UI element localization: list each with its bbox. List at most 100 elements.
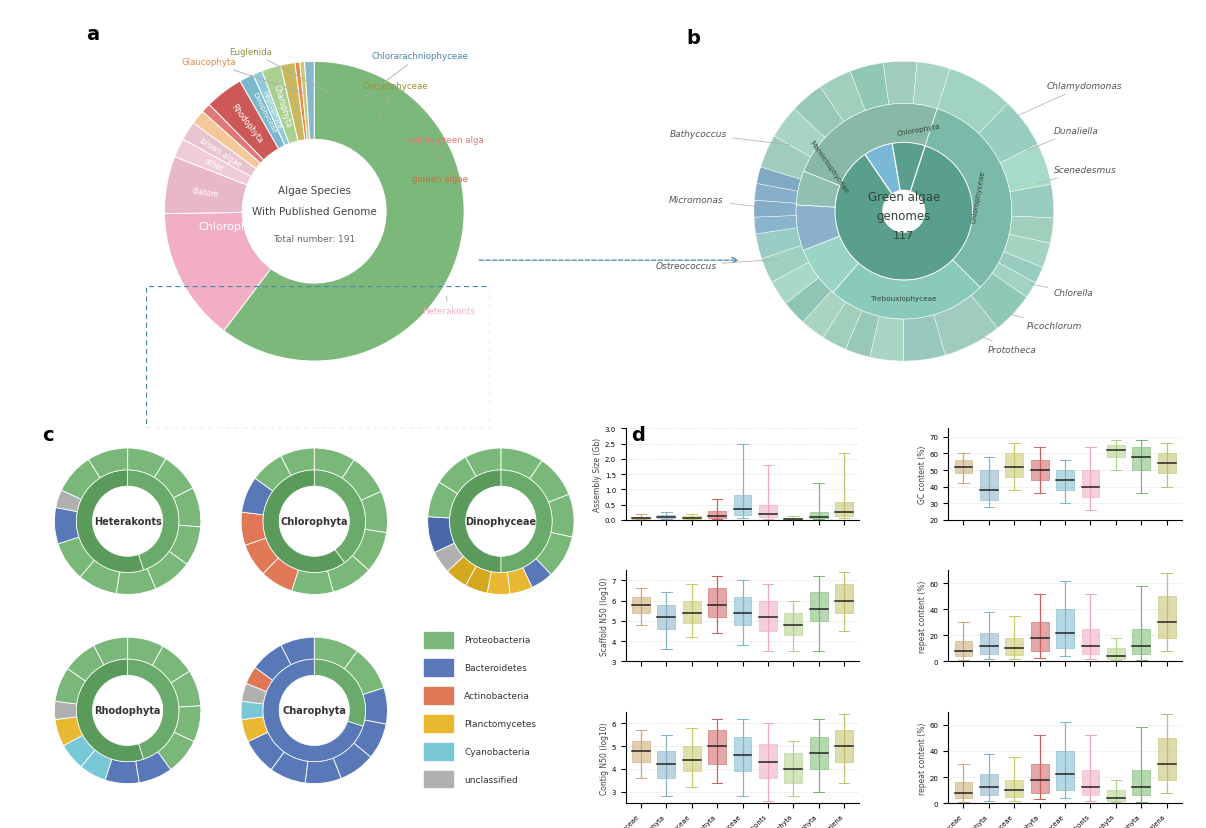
Wedge shape bbox=[756, 168, 801, 192]
Text: Cyanobacteria: Cyanobacteria bbox=[464, 747, 529, 756]
Wedge shape bbox=[55, 669, 86, 704]
Text: Heterakonts: Heterakonts bbox=[422, 297, 475, 315]
Wedge shape bbox=[62, 460, 100, 500]
Text: With Published Genome: With Published Genome bbox=[252, 207, 376, 217]
Wedge shape bbox=[128, 638, 163, 666]
Bar bbox=[657, 751, 675, 778]
Text: Trebouxiophyceae: Trebouxiophyceae bbox=[871, 296, 937, 301]
Y-axis label: repeat content (%): repeat content (%) bbox=[918, 580, 926, 652]
Text: c: c bbox=[42, 426, 53, 444]
Text: Proteobacteria: Proteobacteria bbox=[464, 636, 531, 645]
Wedge shape bbox=[292, 570, 333, 595]
Wedge shape bbox=[353, 720, 386, 757]
Wedge shape bbox=[993, 263, 1036, 298]
Bar bbox=[1132, 629, 1151, 654]
Bar bbox=[954, 782, 972, 798]
Text: b: b bbox=[686, 29, 701, 48]
Wedge shape bbox=[248, 732, 285, 770]
Text: genomes: genomes bbox=[877, 210, 931, 223]
Text: Ostreococcus: Ostreococcus bbox=[655, 260, 778, 271]
Wedge shape bbox=[865, 144, 900, 195]
Wedge shape bbox=[833, 261, 980, 320]
Wedge shape bbox=[174, 706, 201, 742]
Wedge shape bbox=[263, 659, 363, 762]
Text: Glaucophyta: Glaucophyta bbox=[182, 58, 304, 94]
Text: Chlamydomonas: Chlamydomonas bbox=[1014, 82, 1122, 118]
Bar bbox=[980, 633, 997, 654]
Bar bbox=[425, 771, 453, 787]
Wedge shape bbox=[241, 701, 263, 720]
Text: Rhodophyta: Rhodophyta bbox=[94, 705, 160, 715]
Wedge shape bbox=[154, 460, 193, 498]
Text: Dinophyceae: Dinophyceae bbox=[251, 91, 277, 135]
Wedge shape bbox=[54, 508, 78, 544]
Wedge shape bbox=[535, 532, 573, 575]
Text: brown algae: brown algae bbox=[198, 136, 244, 169]
Bar bbox=[1107, 648, 1125, 659]
Bar bbox=[836, 502, 853, 517]
Bar bbox=[632, 742, 650, 762]
Wedge shape bbox=[76, 659, 144, 762]
Wedge shape bbox=[64, 735, 95, 767]
Text: yellow-green alga: yellow-green alga bbox=[408, 136, 484, 161]
Bar bbox=[733, 496, 751, 516]
Text: Green algae: Green algae bbox=[867, 190, 939, 204]
Wedge shape bbox=[883, 62, 917, 105]
Bar bbox=[1107, 445, 1125, 457]
Wedge shape bbox=[439, 458, 476, 494]
Wedge shape bbox=[175, 140, 251, 185]
Bar bbox=[954, 641, 972, 657]
Bar bbox=[836, 585, 853, 613]
Text: Dinophyceae: Dinophyceae bbox=[466, 517, 537, 527]
Wedge shape bbox=[209, 82, 279, 161]
Bar bbox=[632, 597, 650, 613]
Wedge shape bbox=[55, 490, 81, 512]
Wedge shape bbox=[361, 492, 387, 533]
Bar bbox=[980, 774, 997, 796]
Bar bbox=[1031, 764, 1048, 792]
Bar bbox=[657, 605, 675, 629]
Wedge shape bbox=[903, 315, 946, 362]
Wedge shape bbox=[68, 646, 104, 681]
Wedge shape bbox=[1003, 235, 1050, 268]
Wedge shape bbox=[508, 568, 532, 595]
Bar bbox=[1006, 454, 1023, 477]
Text: Total number: 191: Total number: 191 bbox=[273, 234, 356, 243]
Wedge shape bbox=[925, 109, 1012, 288]
Y-axis label: Assembly Size (Gb): Assembly Size (Gb) bbox=[593, 437, 602, 512]
Y-axis label: Contig N50 (log10): Contig N50 (log10) bbox=[599, 721, 609, 794]
Wedge shape bbox=[54, 701, 77, 720]
Y-axis label: Scaffold N50 (log10): Scaffold N50 (log10) bbox=[599, 577, 609, 655]
Bar bbox=[683, 746, 701, 771]
Bar bbox=[683, 601, 701, 623]
Wedge shape bbox=[193, 113, 260, 170]
Wedge shape bbox=[850, 64, 889, 111]
Text: Planctomycetes: Planctomycetes bbox=[464, 719, 537, 728]
Wedge shape bbox=[253, 72, 289, 147]
Text: Chlorophyta: Chlorophyta bbox=[198, 222, 265, 232]
Wedge shape bbox=[80, 561, 119, 594]
Wedge shape bbox=[345, 652, 384, 695]
Wedge shape bbox=[803, 104, 937, 186]
Text: Euglenida: Euglenida bbox=[229, 48, 329, 94]
Bar bbox=[1107, 790, 1125, 801]
Bar bbox=[1082, 629, 1100, 654]
Text: Scenedesmus: Scenedesmus bbox=[1038, 166, 1117, 184]
Wedge shape bbox=[933, 296, 997, 356]
Wedge shape bbox=[224, 62, 464, 362]
Wedge shape bbox=[169, 526, 200, 565]
Wedge shape bbox=[796, 205, 839, 251]
Bar bbox=[759, 744, 777, 778]
Y-axis label: repeat content (%): repeat content (%) bbox=[918, 721, 926, 794]
Text: Algae Species: Algae Species bbox=[277, 186, 351, 196]
Wedge shape bbox=[164, 157, 247, 214]
Wedge shape bbox=[870, 317, 903, 362]
Wedge shape bbox=[315, 470, 365, 563]
Wedge shape bbox=[240, 75, 285, 150]
Text: diatom: diatom bbox=[191, 185, 219, 199]
Bar bbox=[1158, 596, 1176, 638]
Wedge shape bbox=[913, 63, 950, 109]
Wedge shape bbox=[487, 572, 510, 595]
Wedge shape bbox=[245, 538, 279, 574]
Wedge shape bbox=[820, 72, 865, 123]
